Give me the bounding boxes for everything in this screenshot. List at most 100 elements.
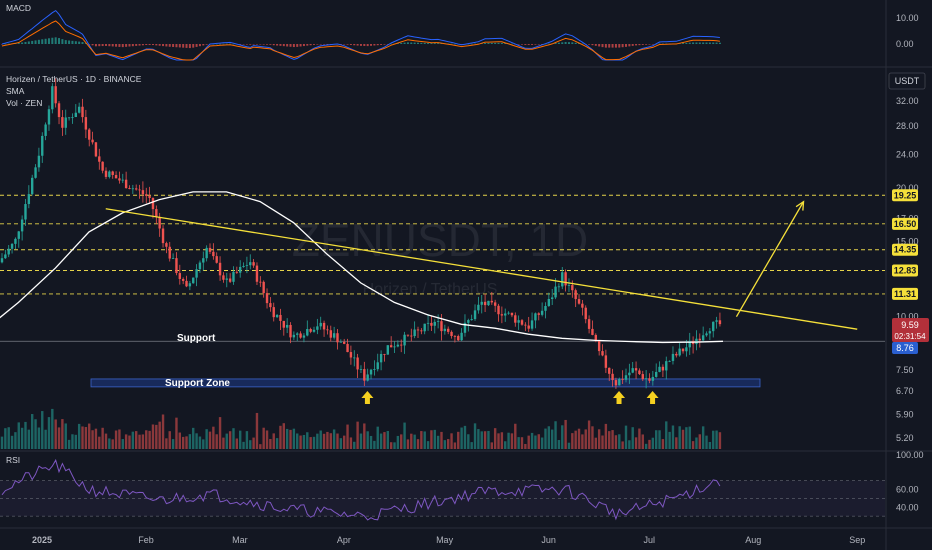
candle <box>705 333 708 336</box>
candle <box>436 321 440 322</box>
macd-bar <box>370 44 373 46</box>
candle <box>504 313 507 316</box>
volume-bar <box>597 429 601 449</box>
price-tick-label: 20.00 <box>896 183 919 193</box>
volume-bar <box>10 435 14 449</box>
candle <box>309 329 312 332</box>
macd-bar <box>601 44 604 48</box>
candle <box>544 306 547 311</box>
buy-arrow-icon <box>613 391 626 404</box>
macd-bar <box>692 42 695 44</box>
macd-bar <box>427 43 430 44</box>
price-pane[interactable]: ZENUSDT, 1D Horizen / TetherUS Support S… <box>0 74 885 449</box>
candle <box>312 329 316 332</box>
volume-bar <box>101 427 104 449</box>
volume-bar <box>326 431 329 449</box>
volume-bar <box>584 429 587 449</box>
macd-bar <box>638 44 641 46</box>
candle <box>215 256 218 263</box>
rsi-line <box>1 458 721 521</box>
volume-bar <box>436 435 440 449</box>
level-badge-value: 11.31 <box>894 289 916 299</box>
macd-bar <box>17 43 20 44</box>
volume-bar <box>282 423 286 449</box>
rsi-tick-label: 40.00 <box>896 502 919 512</box>
projection-arrowhead <box>795 200 805 211</box>
volume-bar <box>238 430 242 449</box>
volume-bar <box>346 424 349 449</box>
macd-bar <box>521 44 523 45</box>
macd-bar <box>162 44 165 47</box>
macd-bar <box>115 44 118 47</box>
macd-bar <box>430 43 433 44</box>
volume-bar <box>4 428 7 449</box>
volume-bar <box>342 435 346 449</box>
macd-signal-line <box>1 20 720 61</box>
macd-pane[interactable]: MACD <box>1 3 721 61</box>
candle <box>514 315 517 323</box>
candle <box>457 336 460 341</box>
candle <box>165 243 168 247</box>
macd-bar <box>705 42 708 44</box>
volume-bar <box>336 433 339 449</box>
candle <box>74 112 78 118</box>
macd-bar <box>195 44 198 47</box>
macd-bar <box>229 43 232 45</box>
currency-badge[interactable] <box>888 72 926 90</box>
macd-bar <box>346 44 349 45</box>
macd-bar <box>21 42 24 44</box>
volume-bar <box>701 426 705 449</box>
level-badge <box>892 287 918 300</box>
volume-bar <box>81 426 84 449</box>
trendline[interactable] <box>105 208 858 330</box>
volume-bar <box>550 429 554 449</box>
macd-bar <box>470 43 473 45</box>
volume-bar <box>198 436 202 449</box>
volume-bar <box>249 440 252 449</box>
volume-bar <box>128 435 131 449</box>
candle <box>30 177 34 195</box>
volume-bar <box>302 434 306 449</box>
volume-bar <box>7 427 10 449</box>
macd-bar <box>460 44 463 45</box>
macd-bar <box>125 44 128 47</box>
candle <box>366 374 369 381</box>
candle <box>14 238 17 244</box>
volume-bar <box>349 437 353 449</box>
candle <box>701 335 705 341</box>
macd-bar <box>591 44 594 46</box>
projection-arrow[interactable] <box>735 201 805 318</box>
candle <box>141 190 145 195</box>
macd-bar <box>313 44 315 45</box>
macd-bar <box>437 43 440 44</box>
macd-bar <box>61 39 64 44</box>
candle <box>282 320 286 328</box>
price-axis[interactable]: 32.0028.0024.0020.0017.0015.0010.007.506… <box>888 13 929 512</box>
volume-bar <box>416 439 420 449</box>
macd-bar <box>648 44 651 45</box>
price-tick-label: 6.70 <box>896 386 914 396</box>
candle <box>584 307 587 320</box>
rsi-pane[interactable]: RSI <box>0 455 885 521</box>
macd-bar <box>7 43 10 45</box>
time-axis[interactable]: 2025FebMarAprMayJunJulAugSepOct <box>32 535 932 545</box>
volume-bar <box>681 429 685 449</box>
volume-bar <box>228 431 232 449</box>
macd-bar <box>296 44 299 47</box>
candle <box>587 319 591 329</box>
candle <box>289 324 292 338</box>
macd-bar <box>202 44 205 46</box>
volume-bar <box>648 439 651 449</box>
candle <box>420 330 423 332</box>
volume-bar <box>185 436 188 449</box>
indicator-volume-label: Vol · ZEN <box>6 98 42 108</box>
volume-bar <box>118 429 121 449</box>
candle <box>134 188 138 190</box>
macd-bar <box>417 42 419 44</box>
volume-bar <box>571 433 574 449</box>
volume-bar <box>104 433 108 449</box>
candle <box>547 298 551 307</box>
volume-bar <box>386 430 390 449</box>
volume-bar <box>661 439 665 449</box>
